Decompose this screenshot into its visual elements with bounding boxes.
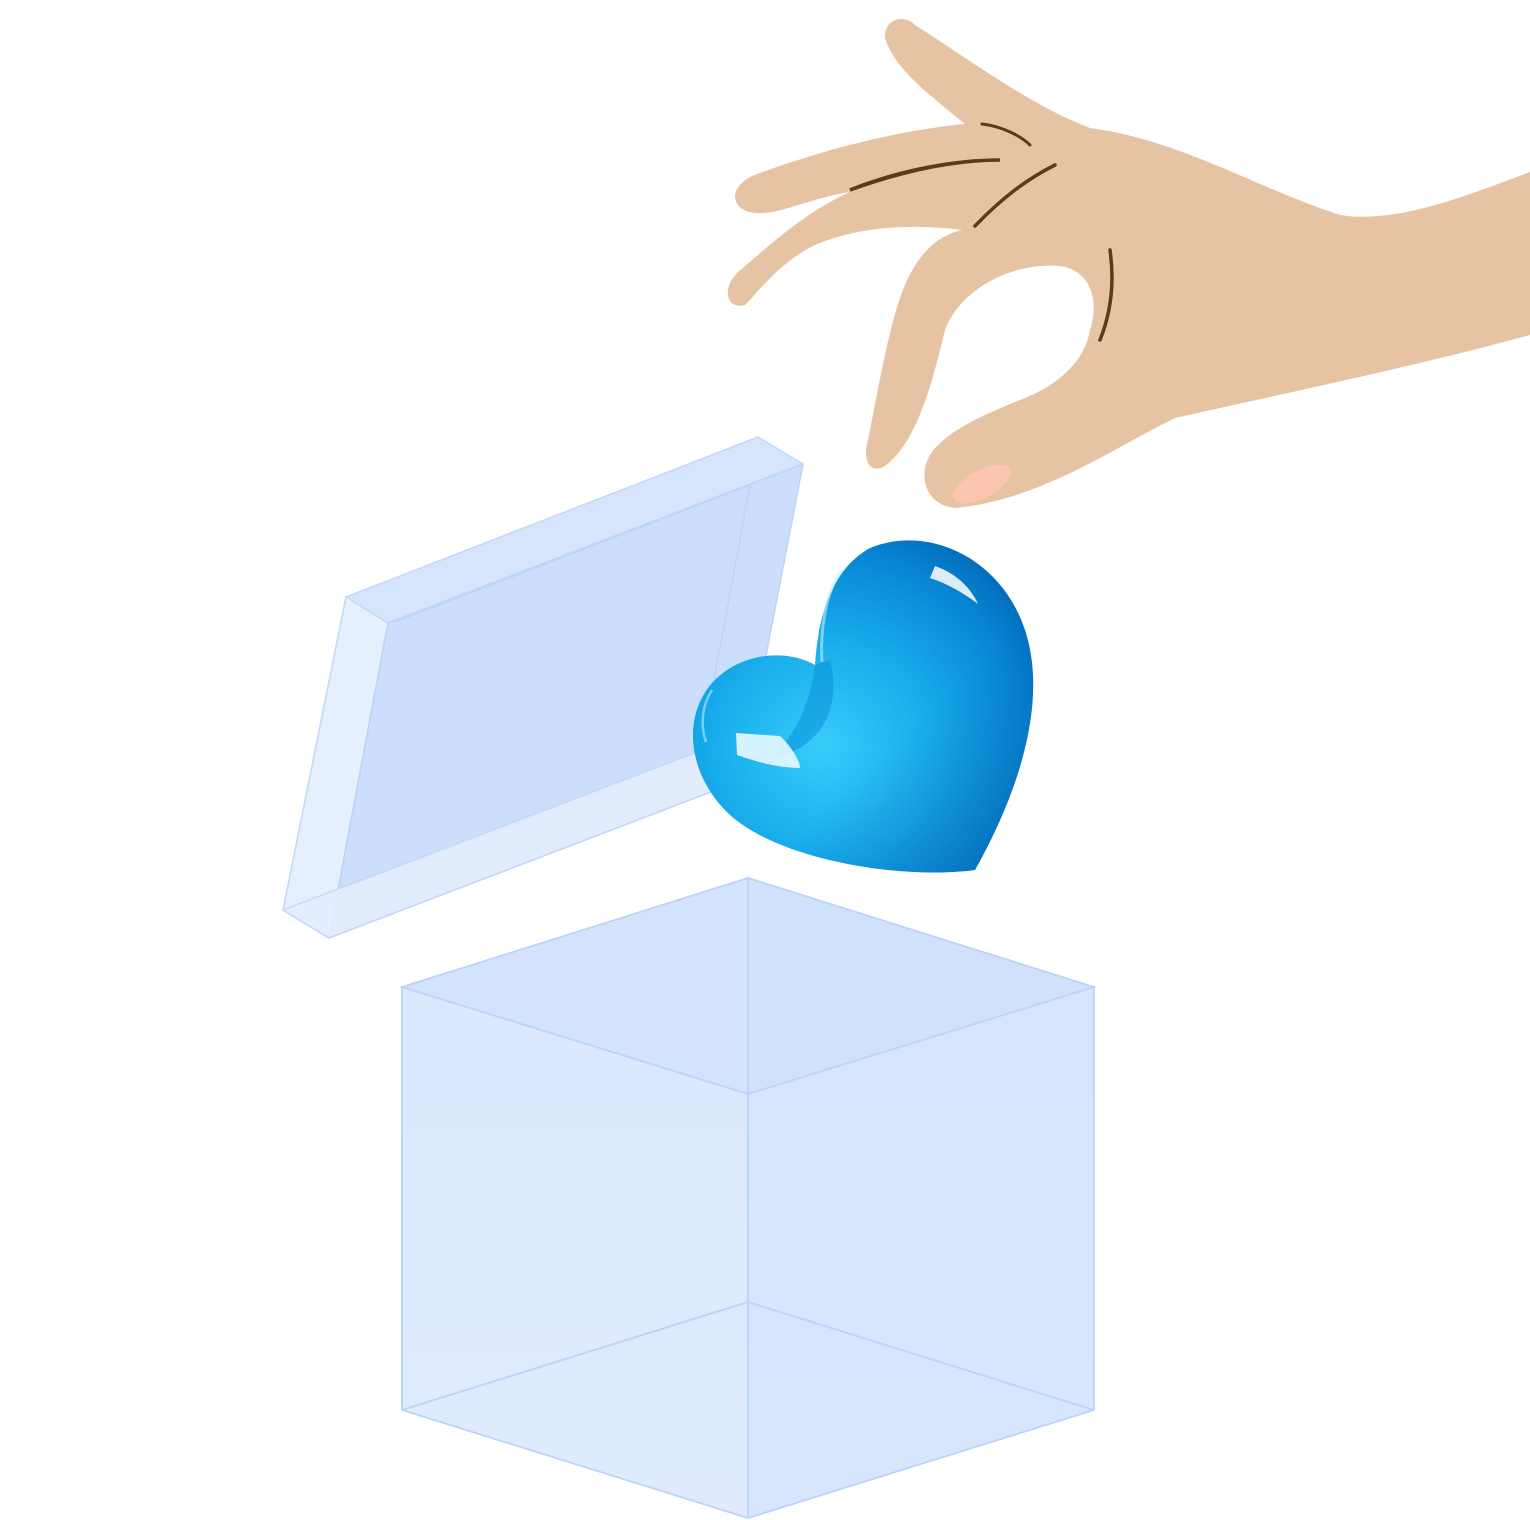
hand-crease-thumb: [1098, 248, 1114, 342]
heart-icon: [692, 540, 1034, 873]
hand-fingernail: [952, 464, 1012, 504]
box-front-right-face: [748, 987, 1094, 1518]
box-front-left-face: [402, 987, 748, 1518]
hand-crease-1: [849, 158, 1001, 192]
hand-crease-3: [980, 122, 1032, 147]
hand-crease-2: [973, 163, 1057, 228]
heart-highlight-lobe: [736, 733, 800, 768]
heart-shadow: [692, 540, 1034, 873]
box-lid: [281, 436, 805, 940]
box-edges: [398, 877, 1098, 1519]
hand-icon: [727, 18, 1530, 508]
heart-crease: [770, 660, 834, 760]
heart-highlight-rim: [820, 569, 844, 663]
open-box: [398, 877, 1098, 1519]
heart-highlight-left: [701, 689, 714, 743]
heart-highlight-top: [930, 566, 978, 604]
hand-palm: [727, 18, 1530, 469]
